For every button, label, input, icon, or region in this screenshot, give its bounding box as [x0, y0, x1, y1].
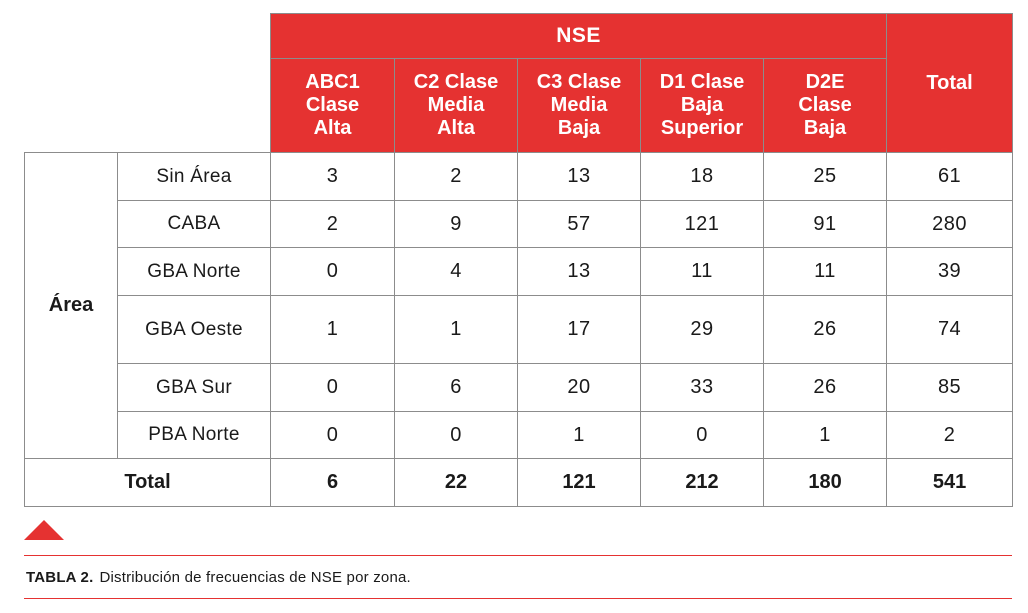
table-row: GBA Norte 0 4 13 11 11 39 — [25, 247, 1014, 296]
caption-divider-bottom — [24, 598, 1012, 599]
table-cell: 3 — [270, 152, 395, 201]
table-cell: 29 — [640, 295, 764, 364]
table-cell: 26 — [762, 295, 888, 364]
area-row-header: Área — [24, 152, 118, 459]
header-line: D1 Clase — [659, 71, 745, 93]
column-total: 121 — [517, 458, 641, 507]
row-total: 74 — [886, 295, 1014, 364]
column-total: 180 — [762, 458, 888, 507]
column-total: 6 — [270, 458, 395, 507]
table-cell: 1 — [270, 295, 395, 364]
row-label: GBA Oeste — [117, 295, 271, 364]
triangle-icon — [24, 520, 64, 540]
table-cell: 0 — [270, 247, 395, 296]
column-total: 212 — [640, 458, 764, 507]
header-line: Superior — [660, 117, 744, 139]
table-cell: 1 — [762, 411, 888, 459]
table-row: GBA Sur 0 6 20 33 26 85 — [25, 363, 1014, 412]
table-cell: 2 — [270, 200, 395, 248]
table-cell: 18 — [640, 152, 764, 201]
table-cell: 121 — [640, 200, 764, 248]
table-cell: 13 — [517, 152, 641, 201]
header-line: Baja — [803, 117, 847, 139]
table-cell: 13 — [517, 247, 641, 296]
row-total: 2 — [886, 411, 1014, 459]
total-row: Total 6 22 121 212 180 541 — [24, 458, 1014, 507]
table-cell: 6 — [394, 363, 518, 412]
table-cell: 1 — [394, 295, 518, 364]
caption-divider-top — [24, 555, 1012, 556]
header-line: Media — [550, 94, 608, 116]
header-line: Alta — [437, 117, 475, 139]
nse-group-header: NSE — [269, 13, 888, 59]
table-cell: 0 — [270, 411, 395, 459]
total-column-header: Total — [886, 13, 1014, 153]
header-line: C3 Clase — [536, 71, 622, 93]
table-cell: 17 — [517, 295, 641, 364]
row-label: PBA Norte — [117, 411, 271, 459]
header-line: D2E — [805, 71, 845, 93]
header-line: Baja — [680, 94, 724, 116]
row-total: 85 — [886, 363, 1014, 412]
table-cell: 0 — [394, 411, 518, 459]
row-total: 39 — [886, 247, 1014, 296]
table-cell: 26 — [762, 363, 888, 412]
row-label: Sin Área — [117, 152, 271, 201]
header-line: Media — [427, 94, 485, 116]
column-header-c3: C3 Clase Media Baja — [517, 58, 641, 153]
header-line: C2 Clase — [413, 71, 499, 93]
table-cell: 4 — [394, 247, 518, 296]
table-cell: 25 — [762, 152, 888, 201]
table-row: CABA 2 9 57 121 91 280 — [25, 200, 1014, 248]
table-cell: 57 — [517, 200, 641, 248]
table-cell: 11 — [640, 247, 764, 296]
row-label: CABA — [117, 200, 271, 248]
caption-label: TABLA 2. — [26, 569, 94, 586]
table-row: Área Sin Área 3 2 13 18 25 61 — [24, 152, 1014, 459]
table-cell: 0 — [270, 363, 395, 412]
header-line: Baja — [557, 117, 601, 139]
table-cell: 0 — [640, 411, 764, 459]
column-header-abc1: ABC1 Clase Alta — [270, 58, 395, 153]
corner-blank — [25, 14, 271, 153]
header-line: Alta — [313, 117, 352, 139]
caption-text: Distribución de frecuencias de NSE por z… — [99, 569, 411, 586]
column-total: 22 — [394, 458, 518, 507]
header-line: Clase — [798, 94, 852, 116]
row-label: GBA Sur — [117, 363, 271, 412]
table-caption: TABLA 2. Distribución de frecuencias de N… — [26, 569, 411, 586]
table-cell: 2 — [394, 152, 518, 201]
table-cell: 91 — [762, 200, 888, 248]
column-header-d2e: D2E Clase Baja — [762, 58, 888, 153]
table-row: GBA Oeste 1 1 17 29 26 74 — [25, 295, 1014, 364]
row-total: 280 — [886, 200, 1014, 248]
column-header-c2: C2 Clase Media Alta — [394, 58, 518, 153]
column-header-d1: D1 Clase Baja Superior — [640, 58, 764, 153]
nse-frequency-table: NSE Total ABC1 Clase Alta C2 Clase Media… — [24, 13, 1014, 507]
total-row-label: Total — [24, 458, 271, 507]
header-line: Clase — [305, 94, 360, 116]
table-row: PBA Norte 0 0 1 0 1 2 — [25, 411, 1014, 459]
table-cell: 1 — [517, 411, 641, 459]
grand-total: 541 — [886, 458, 1014, 507]
table-cell: 11 — [762, 247, 888, 296]
row-label: GBA Norte — [117, 247, 271, 296]
header-line: ABC1 — [305, 71, 360, 93]
row-total: 61 — [886, 152, 1014, 201]
table-cell: 9 — [394, 200, 518, 248]
table-cell: 20 — [517, 363, 641, 412]
table-cell: 33 — [640, 363, 764, 412]
